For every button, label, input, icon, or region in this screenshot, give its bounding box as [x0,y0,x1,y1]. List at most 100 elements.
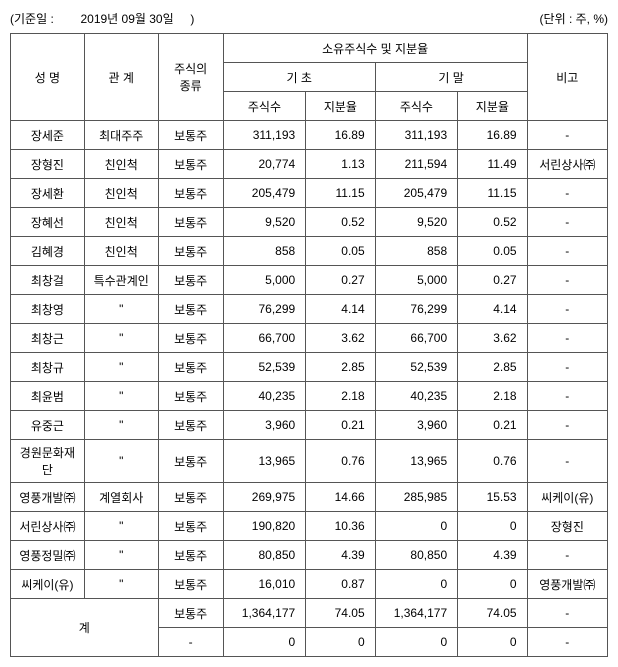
cell-begin-pct: 2.18 [306,382,375,411]
cell-end-pct: 3.62 [458,324,527,353]
cell-end-shares: 211,594 [375,150,457,179]
table-row: 김혜경친인척보통주8580.058580.05- [11,237,608,266]
cell-end-pct: 16.89 [458,121,527,150]
th-name: 성 명 [11,34,85,121]
cell-begin-shares: 190,820 [223,512,305,541]
cell-begin-pct: 0.87 [306,570,375,599]
table-row: 영풍정밀㈜"보통주80,8504.3980,8504.39- [11,541,608,570]
cell-note: - [527,628,607,657]
cell-end-shares: 285,985 [375,483,457,512]
cell-relation: " [84,411,158,440]
th-end-shares: 주식수 [375,92,457,121]
cell-end-shares: 80,850 [375,541,457,570]
cell-begin-shares: 76,299 [223,295,305,324]
cell-begin-shares: 3,960 [223,411,305,440]
cell-begin-pct: 0.27 [306,266,375,295]
table-row: 최윤범"보통주40,2352.1840,2352.18- [11,382,608,411]
cell-end-pct: 0 [458,628,527,657]
unit-label: (단위 : 주, %) [540,10,608,27]
cell-end-pct: 15.53 [458,483,527,512]
cell-name: 최창걸 [11,266,85,295]
cell-end-pct: 0.21 [458,411,527,440]
base-date-close: ) [190,12,194,26]
table-row: 최창걸특수관계인보통주5,0000.275,0000.27- [11,266,608,295]
cell-type: 보통주 [158,324,223,353]
base-date: (기준일 : 2019년 09월 30일 ) [10,10,194,27]
table-row: 최창영"보통주76,2994.1476,2994.14- [11,295,608,324]
cell-note: - [527,237,607,266]
cell-begin-shares: 5,000 [223,266,305,295]
cell-note: 서린상사㈜ [527,150,607,179]
cell-name: 씨케이(유) [11,570,85,599]
cell-begin-shares: 858 [223,237,305,266]
cell-type: 보통주 [158,208,223,237]
cell-begin-pct: 0.05 [306,237,375,266]
cell-note: - [527,295,607,324]
table-row: 영풍개발㈜계열회사보통주269,97514.66285,98515.53씨케이(… [11,483,608,512]
cell-end-shares: 13,965 [375,440,457,483]
cell-end-pct: 0.76 [458,440,527,483]
cell-end-pct: 0.52 [458,208,527,237]
cell-end-shares: 1,364,177 [375,599,457,628]
cell-begin-pct: 0 [306,628,375,657]
cell-end-shares: 76,299 [375,295,457,324]
table-row: 장세환친인척보통주205,47911.15205,47911.15- [11,179,608,208]
cell-end-shares: 0 [375,512,457,541]
cell-name: 장혜선 [11,208,85,237]
cell-relation: 친인척 [84,179,158,208]
cell-type: 보통주 [158,483,223,512]
cell-end-shares: 40,235 [375,382,457,411]
cell-begin-shares: 311,193 [223,121,305,150]
cell-end-pct: 11.49 [458,150,527,179]
cell-end-shares: 3,960 [375,411,457,440]
cell-type: 보통주 [158,353,223,382]
cell-end-pct: 2.18 [458,382,527,411]
cell-end-shares: 858 [375,237,457,266]
cell-note: - [527,266,607,295]
cell-note: - [527,208,607,237]
cell-name: 경원문화재단 [11,440,85,483]
cell-begin-pct: 4.14 [306,295,375,324]
cell-begin-shares: 52,539 [223,353,305,382]
table-row: 장형진친인척보통주20,7741.13211,59411.49서린상사㈜ [11,150,608,179]
th-begin-shares: 주식수 [223,92,305,121]
cell-end-pct: 2.85 [458,353,527,382]
cell-begin-shares: 269,975 [223,483,305,512]
cell-type: 보통주 [158,179,223,208]
cell-begin-shares: 9,520 [223,208,305,237]
cell-note: - [527,121,607,150]
cell-begin-pct: 10.36 [306,512,375,541]
cell-note: - [527,353,607,382]
cell-end-pct: 0.05 [458,237,527,266]
cell-type: - [158,628,223,657]
cell-type: 보통주 [158,295,223,324]
cell-type: 보통주 [158,150,223,179]
th-stock-type: 주식의 종류 [158,34,223,121]
cell-begin-pct: 3.62 [306,324,375,353]
cell-type: 보통주 [158,411,223,440]
cell-begin-pct: 16.89 [306,121,375,150]
cell-note: - [527,541,607,570]
table-header: 성 명 관 계 주식의 종류 소유주식수 및 지분율 비고 기 초 기 말 주식… [11,34,608,121]
cell-end-pct: 4.14 [458,295,527,324]
cell-type: 보통주 [158,440,223,483]
th-relation: 관 계 [84,34,158,121]
cell-relation: " [84,324,158,353]
th-period-end: 기 말 [375,63,527,92]
cell-begin-shares: 16,010 [223,570,305,599]
table-row: 최창규"보통주52,5392.8552,5392.85- [11,353,608,382]
cell-relation: 친인척 [84,150,158,179]
cell-begin-shares: 80,850 [223,541,305,570]
cell-name: 서린상사㈜ [11,512,85,541]
cell-relation: " [84,512,158,541]
table-row: 서린상사㈜"보통주190,82010.3600장형진 [11,512,608,541]
cell-type: 보통주 [158,382,223,411]
cell-note: - [527,179,607,208]
cell-note: 씨케이(유) [527,483,607,512]
cell-begin-pct: 2.85 [306,353,375,382]
base-date-value: 2019년 09월 30일 [80,12,173,26]
cell-type: 보통주 [158,121,223,150]
cell-end-pct: 0 [458,512,527,541]
cell-name: 장형진 [11,150,85,179]
cell-end-shares: 0 [375,628,457,657]
